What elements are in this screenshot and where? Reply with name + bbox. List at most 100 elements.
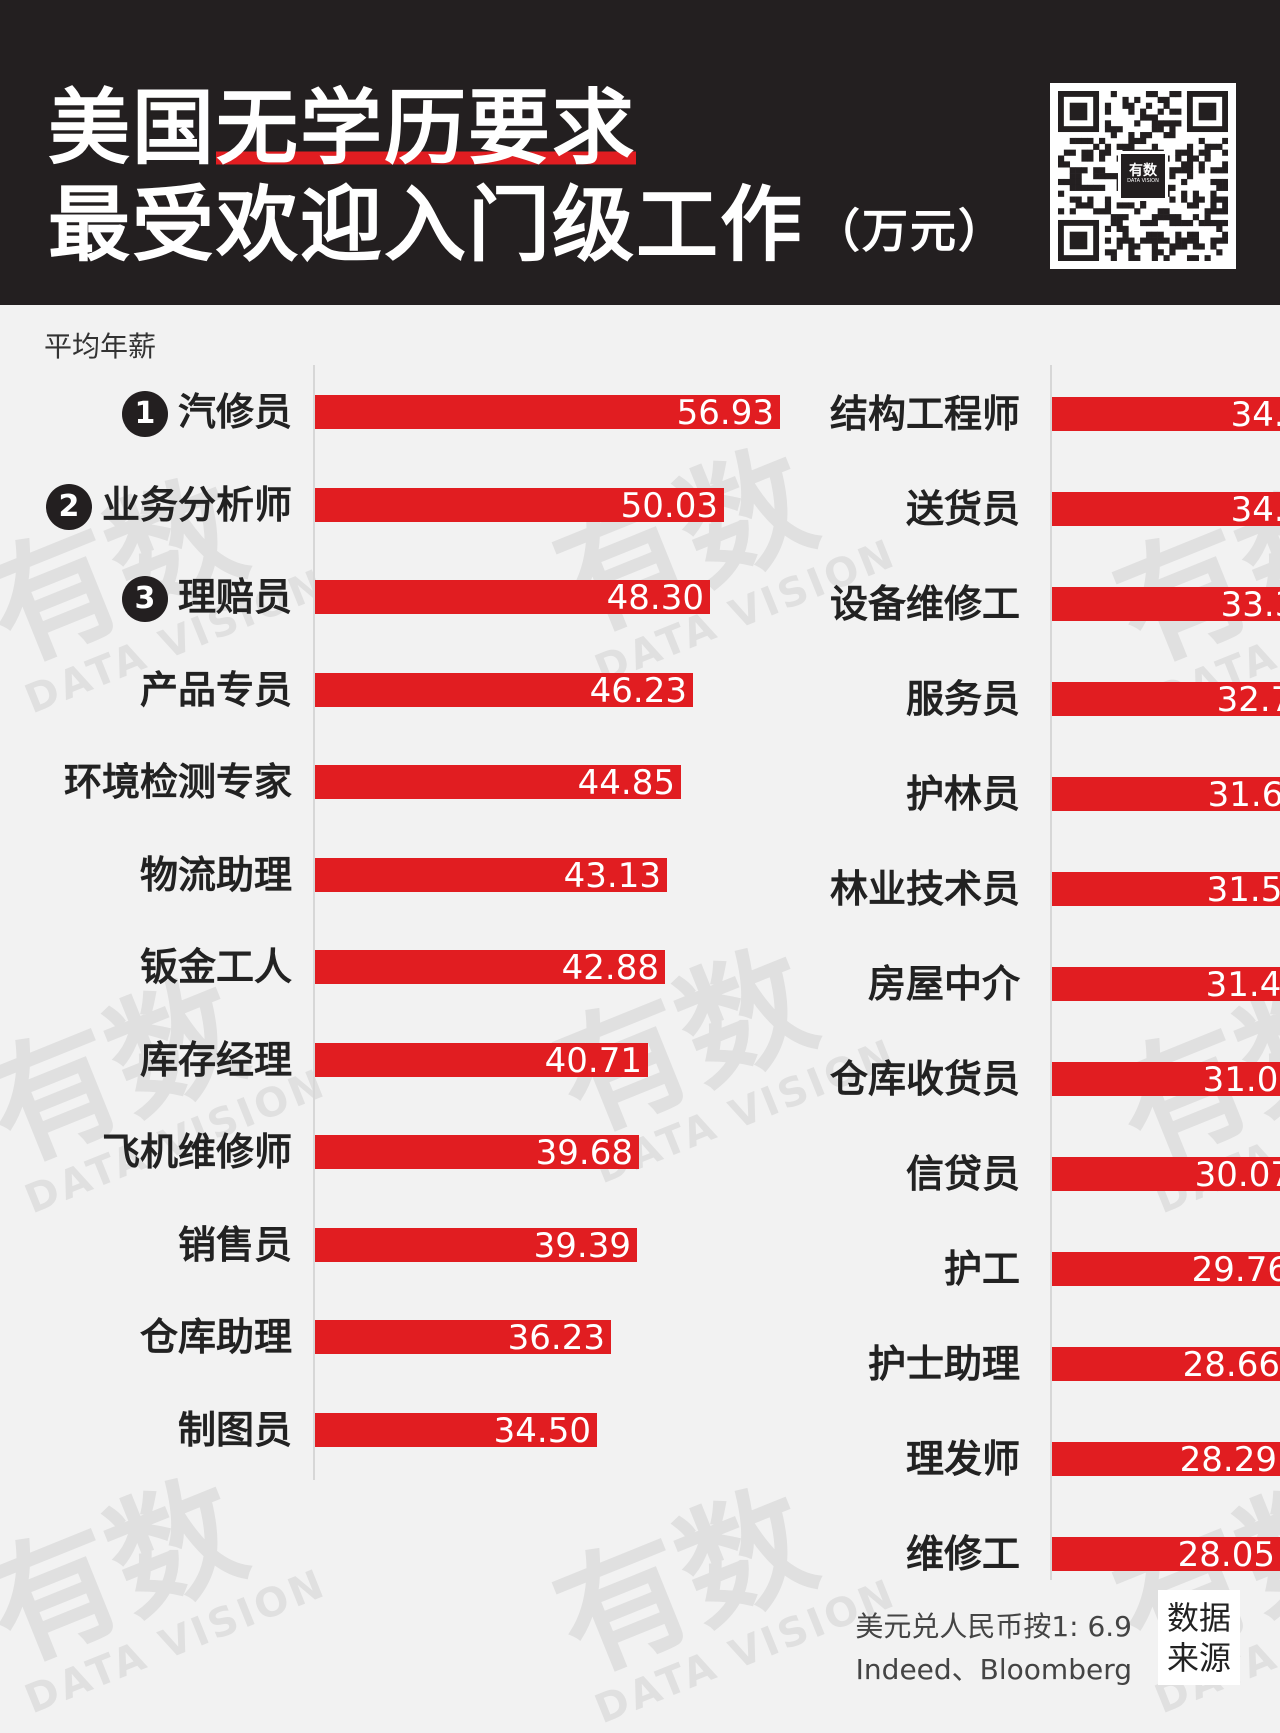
bar <box>1052 397 1280 431</box>
category-label: 仓库收货员 <box>830 1057 1020 1101</box>
bar-value-label: 34.50 <box>493 1410 591 1451</box>
bar <box>1052 1252 1280 1286</box>
source-label-line-1: 数据 <box>1166 1599 1231 1637</box>
bar <box>1052 872 1280 906</box>
category-label: 林业技术员 <box>830 867 1020 911</box>
category-label: 维修工 <box>906 1532 1020 1576</box>
bar <box>315 395 780 429</box>
bar-value-label: 40.71 <box>544 1040 642 1081</box>
bar <box>1052 777 1280 811</box>
category-text: 仓库收货员 <box>829 1057 1020 1101</box>
bar <box>1052 1537 1280 1571</box>
category-text: 理发师 <box>905 1437 1020 1481</box>
bar-value-label: 56.93 <box>676 393 774 433</box>
bar <box>315 580 710 614</box>
bar-value-label: 43.13 <box>563 855 661 896</box>
watermark-text: 有数 <box>1095 452 1280 691</box>
bar <box>1052 682 1280 716</box>
bar-value-label: 28.66 <box>1182 1345 1280 1385</box>
bar-value-label: 46.23 <box>589 670 687 711</box>
category-label: 设备维修工 <box>830 582 1020 626</box>
category-text: 维修工 <box>905 1532 1020 1576</box>
bar-value-label: 34.50 <box>1230 490 1280 530</box>
bar-value-label: 31.05 <box>1202 1060 1280 1100</box>
category-text: 护林员 <box>905 772 1020 816</box>
category-text: 产品专员 <box>139 667 292 712</box>
category-text: 设备维修工 <box>829 582 1020 626</box>
bar-value-label: 39.68 <box>535 1133 633 1173</box>
qr-logo: 有数 DATA VISION <box>1118 151 1168 201</box>
category-label: 服务员 <box>906 677 1020 721</box>
bar-value-label: 28.29 <box>1179 1440 1277 1480</box>
bar-value-label: 42.88 <box>561 948 659 988</box>
bar-value-label: 33.33 <box>1220 585 1280 625</box>
category-label: 1 汽修员 <box>121 390 292 437</box>
rank-badge: 1 <box>121 391 168 437</box>
category-text: 销售员 <box>177 1222 292 1267</box>
watermark-text: 有数 <box>535 922 834 1161</box>
qr-logo-text: 有数 <box>1129 163 1157 179</box>
category-text: 汽修员 <box>177 390 292 434</box>
bar-value-label: 31.68 <box>1207 775 1280 815</box>
exchange-rate-note: 美元兑人民币按1: 6.9 <box>855 1610 1132 1643</box>
category-label: 理发师 <box>906 1437 1020 1481</box>
bar <box>315 1042 648 1077</box>
bar <box>1052 1157 1280 1191</box>
category-label: 制图员 <box>178 1408 292 1452</box>
category-text: 林业技术员 <box>829 867 1020 911</box>
bar <box>315 765 681 799</box>
bar-value-label: 39.39 <box>533 1225 631 1266</box>
bar-value-label: 31.41 <box>1205 965 1280 1005</box>
category-label: 2 业务分析师 <box>45 482 292 530</box>
bar-value-label: 34.50 <box>1230 395 1280 435</box>
bar-value-label: 50.03 <box>620 485 718 526</box>
category-text: 理赔员 <box>177 575 292 619</box>
category-text: 业务分析师 <box>101 482 292 527</box>
bar <box>315 1227 637 1262</box>
bar <box>1052 1347 1280 1381</box>
category-label: 护林员 <box>906 772 1020 816</box>
category-text: 结构工程师 <box>829 392 1020 436</box>
bar <box>1052 967 1280 1001</box>
category-label: 产品专员 <box>140 668 292 712</box>
bar-value-label: 36.23 <box>507 1318 605 1358</box>
bar <box>1052 1062 1280 1096</box>
qr-code: 有数 DATA VISION <box>1050 83 1236 269</box>
category-text: 护士助理 <box>867 1342 1020 1386</box>
source-label-box: 数据 来源 <box>1158 1590 1240 1685</box>
category-label: 护工 <box>944 1247 1020 1291</box>
watermark-sub: DATA VISION <box>18 1560 333 1724</box>
title-unit: （万元） <box>814 204 1007 258</box>
y-axis-label: 平均年薪 <box>44 330 157 363</box>
category-text: 仓库助理 <box>139 1315 292 1359</box>
category-label: 结构工程师 <box>830 392 1020 436</box>
qr-logo-sub: DATA VISION <box>1127 178 1159 185</box>
title-line-1: 美国无学历要求 <box>48 81 637 176</box>
bar <box>315 1320 611 1354</box>
bar-value-label: 30.07 <box>1194 1155 1280 1195</box>
category-text: 环境检测专家 <box>63 760 292 804</box>
watermark-text: 有数 <box>535 1462 834 1701</box>
watermark-text: 有数 <box>0 1452 264 1691</box>
rank-badge: 3 <box>121 576 168 622</box>
rank-badge: 2 <box>45 483 92 530</box>
title-line-2: 最受欢迎入门级工作 （万元） <box>48 185 1006 267</box>
category-label: 环境检测专家 <box>64 760 292 804</box>
bar-value-label: 48.30 <box>606 578 704 618</box>
bar-value-label: 29.76 <box>1191 1250 1280 1290</box>
bar-value-label: 32.78 <box>1216 680 1280 720</box>
category-text: 护工 <box>943 1247 1020 1291</box>
category-label: 飞机维修师 <box>102 1130 292 1174</box>
bar <box>315 1135 639 1169</box>
category-label: 库存经理 <box>140 1038 292 1082</box>
category-text: 送货员 <box>905 487 1020 531</box>
watermark-text: 有数 <box>0 452 264 691</box>
category-text: 服务员 <box>905 677 1020 721</box>
title-part-country: 美国 <box>48 81 217 176</box>
category-label: 房屋中介 <box>868 962 1020 1006</box>
bar <box>315 857 667 892</box>
category-text: 库存经理 <box>139 1037 292 1082</box>
